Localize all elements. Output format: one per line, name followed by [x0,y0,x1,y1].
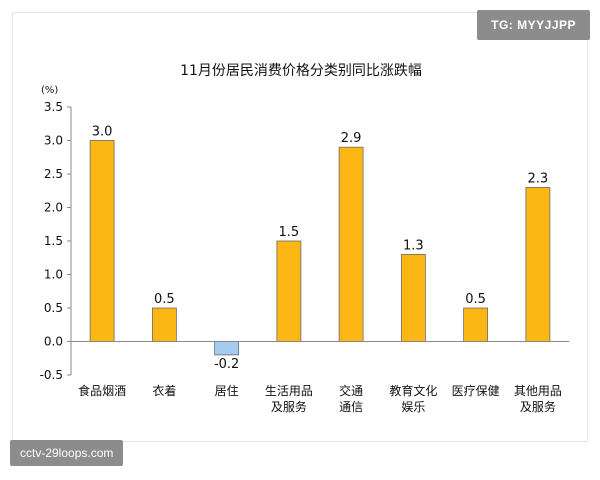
y-axis-unit-label: (%) [41,85,58,96]
x-tick-label: 及服务 [520,399,556,414]
bar [400,253,426,342]
bar [338,146,364,342]
x-tick-label: 居住 [215,384,239,398]
x-tick-label: 及服务 [271,399,307,414]
data-label: 3.0 [92,125,113,140]
x-tick-label: 教育文化 [389,383,437,398]
bar [151,307,177,342]
y-axis-ticks: 3.5 3.0 2.5 2.0 1.5 1.0 0.5 0.0 -0.5 [40,100,71,382]
data-label: 0.5 [154,292,175,307]
bar-chart: 11月份居民消费价格分类别同比涨跌幅 (%) 3.5 3.0 2.5 2.0 1.5 1.… [40,63,569,414]
bar [525,186,551,342]
y-tick-label: 2.5 [44,167,63,181]
data-label: 2.9 [341,131,362,146]
chart-frame: 11月份居民消费价格分类别同比涨跌幅 (%) 3.5 3.0 2.5 2.0 1.5 1.… [12,12,588,442]
x-tick-label: 通信 [339,400,363,414]
bar [214,341,240,356]
y-tick-label: 1.5 [44,234,63,248]
y-tick-label: 1.0 [44,268,63,282]
x-tick-label: 其他用品 [514,384,562,398]
x-tick-label: 交通 [339,383,363,398]
bars [89,140,551,356]
chart-title: 11月份居民消费价格分类别同比涨跌幅 [180,63,422,79]
y-tick-label: 3.5 [44,100,63,114]
bar [463,307,489,342]
data-label: -0.2 [214,357,239,372]
watermark-top: TG: MYYJJPP [477,10,590,40]
data-label: 1.5 [279,225,300,240]
data-label: 2.3 [528,171,549,186]
data-label: 1.3 [403,238,424,253]
watermark-bottom: cctv-29loops.com [10,440,124,466]
x-tick-label: 娱乐 [401,400,425,414]
x-tick-label: 食品烟酒 [78,383,126,398]
y-tick-label: 0.0 [44,335,63,349]
y-tick-label: 0.5 [44,301,63,315]
y-tick-label: 3.0 [44,134,63,148]
data-labels: 3.0 0.5 -0.2 1.5 2.9 1.3 0.5 2.3 [92,125,548,372]
x-tick-label: 生活用品 [265,384,313,398]
y-tick-label: -0.5 [40,368,63,382]
bar [276,240,302,342]
data-label: 0.5 [465,292,486,307]
y-tick-label: 2.0 [44,201,63,215]
x-tick-label: 医疗保健 [452,384,500,398]
x-tick-label: 衣着 [152,383,176,398]
bar [89,140,115,342]
